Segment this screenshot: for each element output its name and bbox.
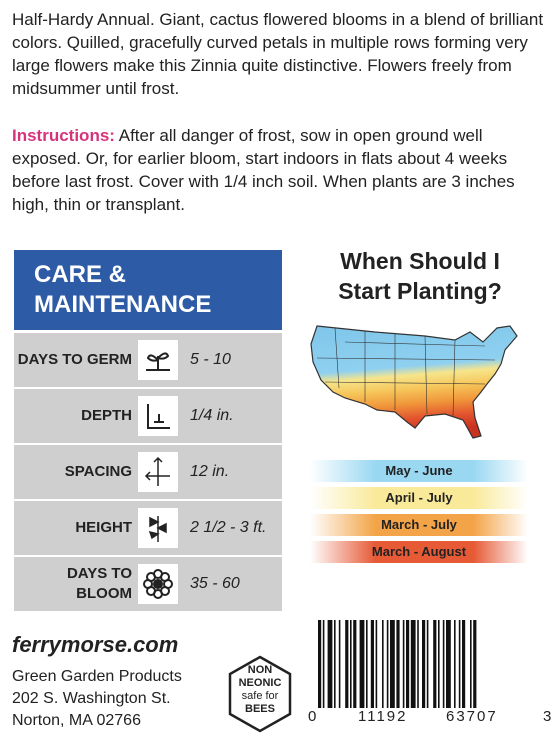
badge-shape [228,655,292,733]
legend-item: March - July [310,514,528,536]
barcode-bar [422,620,426,708]
instructions-text: After all danger of frost, sow in open g… [12,126,515,214]
care-icon [138,508,178,548]
instructions-label: Instructions: [12,126,115,145]
barcode-bar [410,620,416,708]
care-title: MAINTENANCE [34,291,212,318]
barcode-bar [338,620,341,708]
care-title: CARE & [34,261,127,288]
legend-item: May - June [310,460,528,482]
planting-title: When Should I [340,248,500,274]
barcode-bar [470,620,472,708]
barcode-bar [390,620,395,708]
care-value: 1/4 in. [190,407,234,424]
barcode-bar [454,620,456,708]
planting-title: Start Planting? [338,278,502,304]
care-value: 5 - 10 [190,351,231,368]
barcode-bar [446,620,451,708]
barcode-digit: 11192 [358,708,408,725]
barcode-bar [382,620,384,708]
barcode-bar [438,620,440,708]
barcode-bar [396,620,400,708]
care-value: 35 - 60 [190,575,240,592]
barcode-bar [334,620,336,708]
barcode-bar [442,620,445,708]
barcode-bar [322,620,325,708]
barcode-bar [353,620,357,708]
address: Norton, MA 02766 [12,712,141,729]
care-icon [138,340,178,380]
badge-text: BEES [245,703,275,715]
barcode-bar [473,620,477,708]
barcode-bar [370,620,374,708]
barcode-bar [386,620,389,708]
care-value: 2 1/2 - 3 ft. [190,519,267,536]
barcode-bar [366,620,368,708]
care-value: 12 in. [190,463,230,480]
us-map [310,325,518,439]
barcode-bar [462,620,466,708]
barcode-bar [318,620,322,708]
icon-graphic [144,456,170,486]
barcode-bar [375,620,378,708]
care-icon [138,396,178,436]
barcode-bar [426,620,429,708]
care-label: HEIGHT [75,519,132,536]
barcode-bar [406,620,410,708]
description: Half-Hardy Annual. Giant, cactus flowere… [12,10,544,98]
company: Green Garden Products [12,668,182,685]
barcode-bar [402,620,405,708]
barcode-bar [417,620,419,708]
care-label-box: DEPTH [81,389,132,443]
care-icon [138,564,178,604]
badge-text: NEONIC [238,677,282,689]
care-label-box: DAYS TO BLOOM [67,557,132,611]
barcode-bar [359,620,365,708]
barcode-digit: 63707 [446,708,498,725]
care-row: DEPTH 1/4 in. [14,389,282,443]
barcode [318,620,477,708]
care-label: DAYS TO GERM [17,351,132,368]
care-label: DAYS TO [66,565,132,582]
care-label: SPACING [64,463,132,480]
barcode-bar [433,620,437,708]
address: 202 S. Washington St. [12,690,171,707]
barcode-bar [345,620,349,708]
badge-text: safe for [241,690,279,702]
badge-text: NON [247,664,273,676]
care-label-box: HEIGHT [75,501,132,555]
care-row: SPACING 12 in. [14,445,282,499]
barcode-bar [327,620,333,708]
icon-graphic [147,404,170,429]
instructions: Instructions: After all danger of frost,… [12,124,552,216]
care-icon [138,452,178,492]
website: ferrymorse.com [12,632,179,657]
care-label-box: SPACING [65,445,132,499]
care-row: DAYS TO BLOOM 35 - 60 [14,557,282,611]
icon-graphic [148,516,167,542]
icon-graphic [143,569,173,599]
care-row: DAYS TO GERM 5 - 10 [14,333,282,387]
care-row: HEIGHT 2 1/2 - 3 ft. [14,501,282,555]
care-label-box: DAYS TO GERM [18,333,132,387]
barcode-digit: 0 [308,708,317,725]
barcode-digit: 3 [543,708,552,725]
legend-item: April - July [310,487,528,509]
barcode-bar [458,620,461,708]
barcode-bar [350,620,352,708]
care-label: BLOOM [76,585,132,602]
legend-item: March - August [310,541,528,563]
care-header: CARE & MAINTENANCE [14,250,282,330]
icon-graphic [146,352,170,371]
care-label: DEPTH [81,407,132,424]
